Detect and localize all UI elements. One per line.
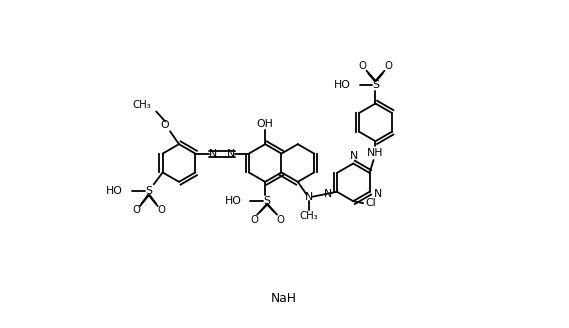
Text: HO: HO [225,196,241,206]
Text: CH₃: CH₃ [299,211,318,220]
Text: HO: HO [334,80,351,90]
Text: S: S [263,196,271,206]
Text: N: N [350,151,358,161]
Text: O: O [358,61,366,71]
Text: N: N [374,189,382,199]
Text: O: O [276,215,284,225]
Text: S: S [372,80,379,90]
Text: O: O [158,205,166,215]
Text: O: O [250,215,258,225]
Text: N: N [324,189,332,199]
Text: O: O [385,61,393,71]
Text: HO: HO [106,186,123,196]
Text: N: N [209,149,217,159]
Text: O: O [161,120,170,130]
Text: Cl: Cl [366,198,376,208]
Text: CH₃: CH₃ [133,100,151,111]
Text: OH: OH [257,119,274,129]
Text: S: S [145,186,152,196]
Text: NH: NH [367,148,384,158]
Text: O: O [132,205,140,215]
Text: N: N [304,192,313,202]
Text: N: N [227,149,235,159]
Text: NaH: NaH [271,292,297,305]
